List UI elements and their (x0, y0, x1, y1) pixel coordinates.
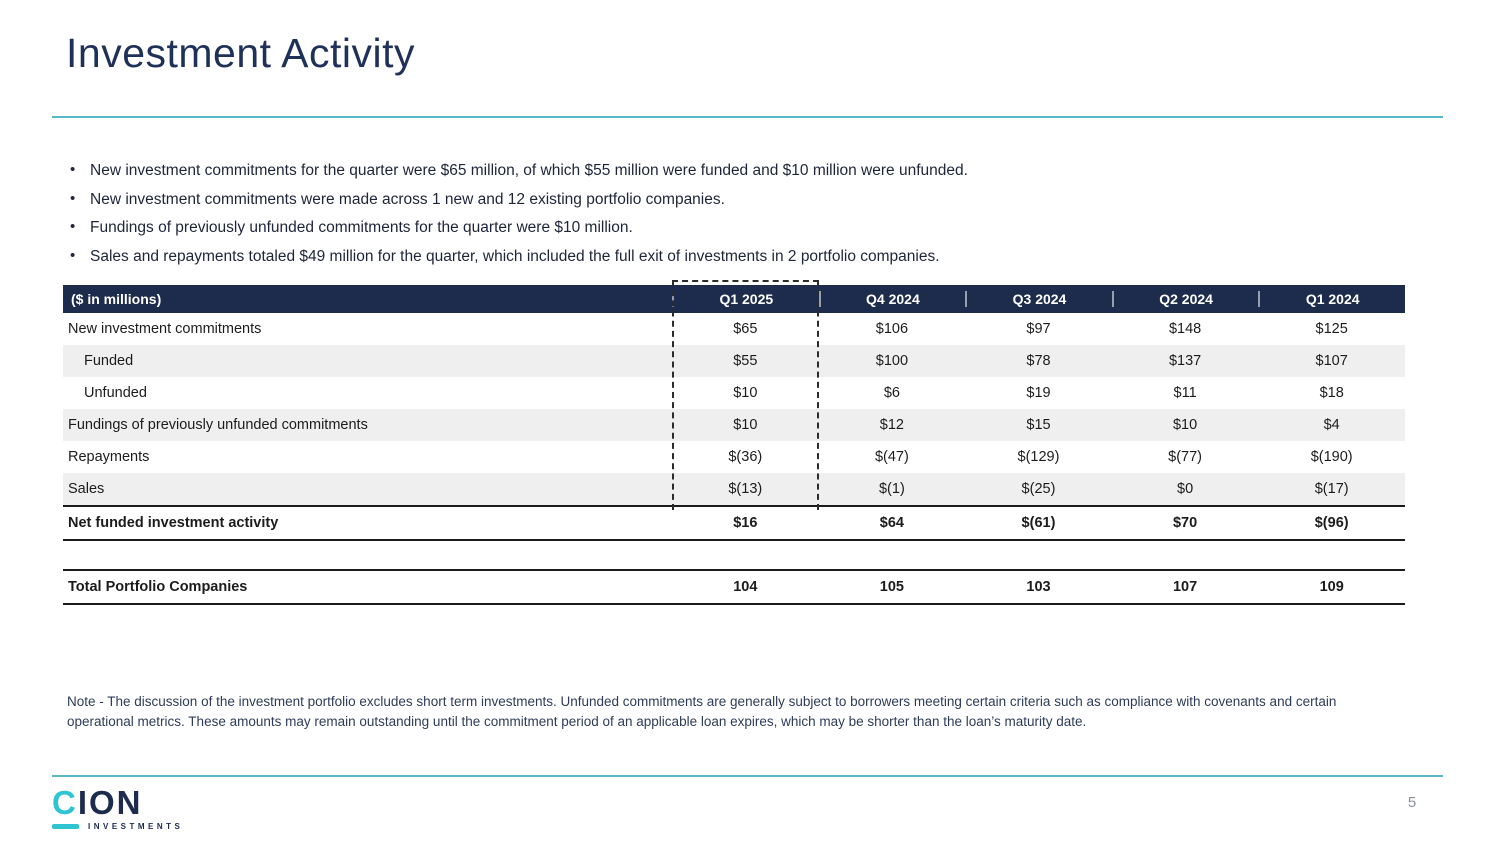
cell-value: $100 (875, 353, 909, 369)
cion-wordmark: CION (52, 786, 183, 819)
cell-value: $55 (733, 353, 758, 369)
column-header-q4-2024: Q4 2024 (818, 291, 966, 307)
cell-value: $(25) (1021, 481, 1056, 497)
logo-tagline: INVESTMENTS (88, 822, 184, 831)
table-header-row: ($ in millions) Q1 2025 Q4 2024 Q3 2024 … (63, 285, 1405, 313)
logo-subline: INVESTMENTS (52, 822, 183, 831)
investment-activity-table: ($ in millions) Q1 2025 Q4 2024 Q3 2024 … (63, 280, 1405, 605)
page-title: Investment Activity (66, 30, 416, 76)
table-spacer (63, 541, 1405, 569)
cell-value: $97 (1026, 321, 1051, 337)
cell-value: $64 (879, 515, 904, 531)
cell-value: $(13) (728, 481, 763, 497)
logo-letter-c: C (52, 784, 78, 821)
cell-value: $125 (1315, 321, 1348, 337)
cell-value: $137 (1168, 353, 1202, 369)
cell-value: $6 (883, 385, 900, 401)
cion-logo: CION INVESTMENTS (52, 786, 183, 831)
logo-letters-ion: ION (77, 784, 143, 821)
table-row: Funded $55 $100 $78 $137 $107 (63, 345, 1405, 377)
logo-teal-bar (52, 824, 79, 829)
cell-value: $106 (875, 321, 909, 337)
cell-value: $12 (879, 417, 904, 433)
footer-divider (52, 775, 1443, 777)
column-header-q3-2024: Q3 2024 (965, 291, 1112, 307)
cell-value: $65 (733, 321, 758, 337)
bullet-item: Fundings of previously unfunded commitme… (68, 218, 1328, 238)
total-portfolio-companies-row: Total Portfolio Companies 104 105 103 10… (63, 569, 1405, 605)
cell-value: $19 (1026, 385, 1051, 401)
cell-value: $4 (1323, 417, 1340, 433)
net-funded-activity-row: Net funded investment activity $16 $64 $… (63, 505, 1405, 541)
table-row: Fundings of previously unfunded commitme… (63, 409, 1405, 441)
cell-value: $(36) (728, 449, 763, 465)
cell-value: $(77) (1168, 449, 1202, 465)
row-label: Unfunded (84, 385, 147, 401)
cell-value: 105 (879, 579, 904, 595)
cell-value: $11 (1173, 385, 1197, 401)
column-header-q1-2025: Q1 2025 (672, 291, 819, 307)
bullet-item: New investment commitments for the quart… (68, 161, 1328, 181)
row-label: Total Portfolio Companies (68, 579, 248, 595)
bullet-item: New investment commitments were made acr… (68, 190, 1328, 210)
bullet-item: Sales and repayments totaled $49 million… (68, 247, 1328, 267)
cell-value: $16 (733, 515, 758, 531)
cell-value: $(129) (1017, 449, 1060, 465)
row-label: Sales (68, 481, 105, 497)
cell-value: $78 (1026, 353, 1051, 369)
cell-value: $10 (733, 385, 758, 401)
cell-value: $107 (1315, 353, 1348, 369)
table-row: New investment commitments $65 $106 $97 … (63, 313, 1405, 345)
column-header-q1-2024: Q1 2024 (1258, 291, 1405, 307)
cell-value: 103 (1026, 579, 1051, 595)
cell-value: 107 (1172, 579, 1198, 595)
cell-value: 109 (1319, 579, 1344, 595)
page-number: 5 (1407, 794, 1417, 811)
cell-value: $148 (1168, 321, 1202, 337)
row-label: New investment commitments (68, 321, 262, 337)
cell-value: $(190) (1310, 449, 1353, 465)
cell-value: $(17) (1314, 481, 1349, 497)
summary-bullets: New investment commitments for the quart… (68, 161, 1328, 276)
cell-value: 104 (733, 579, 758, 595)
cell-value: $10 (733, 417, 758, 433)
cell-value: $(61) (1021, 515, 1056, 531)
row-label: Fundings of previously unfunded commitme… (68, 417, 368, 433)
cell-value: $15 (1026, 417, 1051, 433)
cell-value: $0 (1177, 481, 1194, 497)
table-row: Unfunded $10 $6 $19 $11 $18 (63, 377, 1405, 409)
row-label: Net funded investment activity (68, 515, 279, 531)
cell-value: $(96) (1314, 515, 1349, 531)
cell-value: $(1) (878, 481, 905, 497)
cell-value: $70 (1172, 515, 1198, 531)
table-row: Repayments $(36) $(47) $(129) $(77) $(19… (63, 441, 1405, 473)
row-label: Repayments (68, 449, 150, 465)
cell-value: $18 (1319, 385, 1344, 401)
table-row: Sales $(13) $(1) $(25) $0 $(17) (63, 473, 1405, 505)
cell-value: $(47) (874, 449, 909, 465)
row-label: Funded (84, 353, 134, 369)
cell-value: $10 (1172, 417, 1198, 433)
footnote: Note - The discussion of the investment … (67, 694, 1337, 729)
title-divider (52, 116, 1443, 118)
column-header-q2-2024: Q2 2024 (1111, 291, 1259, 307)
units-label: ($ in millions) (71, 291, 162, 307)
